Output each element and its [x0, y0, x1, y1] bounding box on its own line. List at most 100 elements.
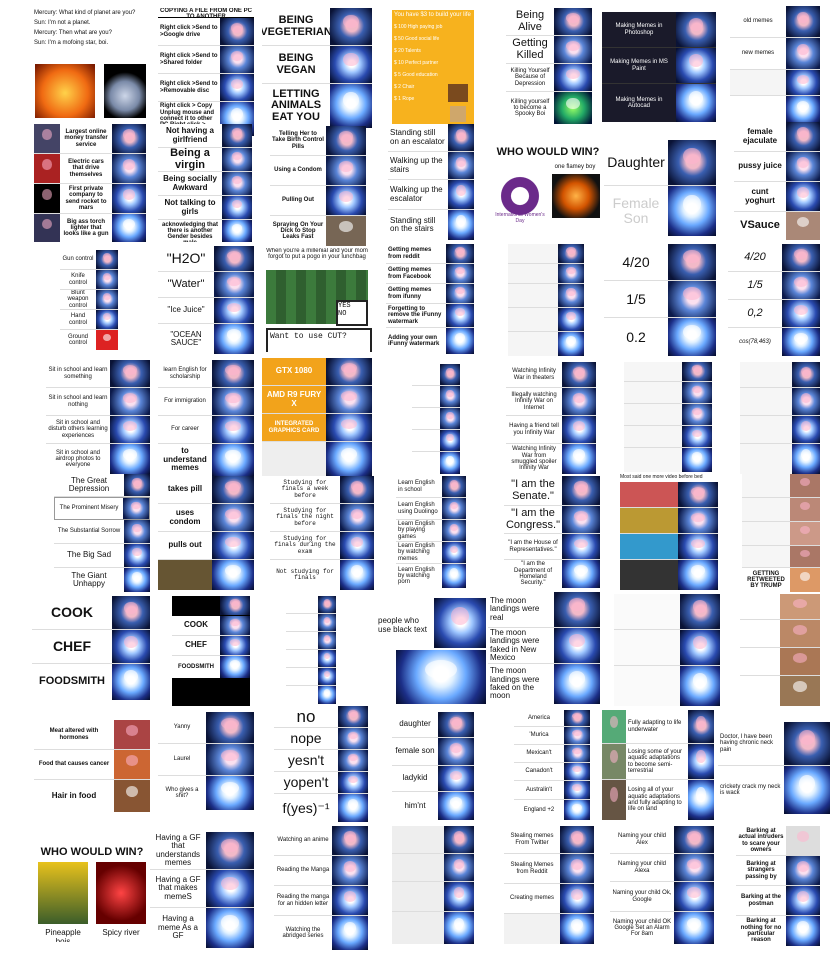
panel-text: The Prominent Misery	[59, 505, 119, 512]
brain-image	[446, 328, 474, 354]
panel-text: Barking at strangers passing by	[745, 861, 777, 880]
panel-text: INTEGRATED GRAPHICS CARD	[262, 414, 326, 441]
brain-image	[220, 18, 254, 45]
panel-text: Studying for finals the night before	[276, 507, 334, 527]
brain-image	[562, 388, 596, 415]
muscle-photo	[780, 620, 820, 647]
brain-image	[318, 650, 336, 667]
tile-daughter-son: Daughter Female Son	[604, 140, 716, 236]
brain-image	[318, 614, 336, 631]
brain-image	[448, 124, 474, 151]
panel-text: Stealing memes From Twitter	[510, 833, 554, 846]
brain-image	[668, 140, 716, 185]
panel-text: LETTING ANIMALS EAT YOU	[270, 87, 322, 123]
brain-image	[112, 630, 150, 663]
chat-line: Sun: I'm a mofoing star, boi.	[34, 40, 109, 46]
panel-text: Blunt weapon control	[67, 290, 89, 309]
brain-image	[332, 886, 368, 915]
brain-image	[110, 388, 150, 415]
brain-image	[340, 504, 374, 531]
tile-fractions: 4/20 1/5 0.2	[604, 244, 716, 356]
brain-image	[438, 738, 474, 765]
brain-image	[786, 96, 820, 124]
panel-text: Not having a girlfriend	[165, 126, 214, 144]
animal-photo	[602, 780, 626, 820]
panel-text: Barking at actual intruders to scare you…	[738, 827, 784, 853]
meme-photo	[114, 780, 150, 812]
panel-text: Laurel	[173, 756, 191, 763]
blurry-panel	[392, 854, 444, 881]
brain-image	[564, 800, 590, 820]
brain-image	[560, 826, 594, 853]
tile-build-life: You have $3 to build your life $ 100 Hig…	[392, 10, 474, 124]
brain-image	[222, 148, 252, 171]
no-option: NO	[338, 310, 347, 318]
brain-image	[678, 534, 718, 559]
brain-image	[560, 884, 594, 913]
panel-text: Electric cars that drive themselves	[68, 159, 104, 178]
tile-depression: The Great Depression The Prominent Miser…	[54, 474, 150, 592]
brain-image	[678, 482, 718, 507]
flame-image	[552, 174, 600, 218]
panel-text: Sit in school and learn something	[48, 367, 108, 380]
panel-text: Having a GF that makes memeS	[155, 874, 201, 901]
tile-black-text: people who use black text	[376, 596, 488, 706]
brain-image	[206, 832, 254, 869]
tile-text-blocks	[624, 362, 712, 472]
brain-image	[446, 264, 474, 283]
text-block	[740, 416, 792, 443]
panel-text: Reading the manga for an hidden letter	[276, 894, 330, 907]
brain-image	[332, 916, 368, 950]
build-item: $ 50 Good social life	[394, 36, 440, 42]
brain-image	[562, 560, 600, 588]
panel-text: people who use black text	[378, 616, 427, 634]
tile-condom: Telling Her to Take Birth Control Pills …	[270, 126, 366, 246]
brain-image	[448, 210, 474, 240]
brain-image	[444, 826, 474, 853]
tile-muscle	[740, 594, 820, 706]
brain-image	[786, 122, 820, 151]
brain-image	[564, 745, 590, 762]
tile-adapt: Fully adapting to life underwater Losing…	[602, 710, 714, 820]
tile-escalator: Standing still on an escalator Walking u…	[388, 124, 474, 242]
brain-image	[440, 452, 460, 474]
panel-text: yopen't	[283, 774, 329, 791]
brain-image	[560, 854, 594, 883]
tile-america: America 'Murica Mexican't Canadon't Aust…	[514, 710, 590, 822]
panel-text: Losing all of your aquatic adaptations a…	[628, 787, 682, 813]
panel-text: Having a friend tell you Infinity War	[509, 423, 559, 436]
text-block	[624, 426, 682, 447]
brain-image	[206, 744, 254, 775]
brain-image	[96, 330, 118, 350]
panel-text: BEING VEGETERIAN	[262, 13, 330, 38]
brain-image	[206, 712, 254, 743]
panel-text: Sit in school and disturb others learnin…	[48, 420, 108, 439]
brain-image	[668, 281, 716, 317]
tile-money: Largest online money transfer service El…	[34, 124, 146, 242]
panel-text: Learn English using Duolingo	[398, 502, 438, 515]
brain-image	[784, 722, 830, 765]
brain-image	[554, 36, 592, 63]
tile-nope: no nope yesn't yopen't f(yes)⁻¹	[274, 706, 368, 822]
brain-image	[442, 498, 466, 519]
panel-text: Meat altered with hormones	[49, 728, 99, 741]
tile-pill: takes pill uses condom pulls out	[158, 476, 254, 590]
panel-text: VSauce	[740, 219, 780, 232]
brain-image	[786, 70, 820, 95]
chat-line: Sun: I'm not a planet.	[34, 20, 91, 26]
brain-image	[124, 474, 150, 496]
panel-text: Big ass torch lighter that looks like a …	[63, 218, 109, 238]
brain-image	[554, 628, 600, 663]
brain-image	[786, 38, 820, 69]
panel-text: Watching an anime	[277, 837, 329, 844]
brain-image	[222, 220, 252, 242]
tile-wcw-2: WHO WOULD WIN? International Women's Day…	[492, 146, 604, 224]
panel-text: cos(78,463)	[739, 338, 771, 345]
face-photo	[790, 474, 820, 497]
pineapple-photo	[38, 862, 88, 924]
panel-text: Naming your child Ok, Google	[612, 890, 672, 903]
brain-image	[562, 476, 600, 505]
brain-image	[440, 430, 460, 451]
panel-text: The moon landings were faked on the moon	[490, 666, 540, 701]
panel-text: 1/5	[747, 278, 763, 291]
